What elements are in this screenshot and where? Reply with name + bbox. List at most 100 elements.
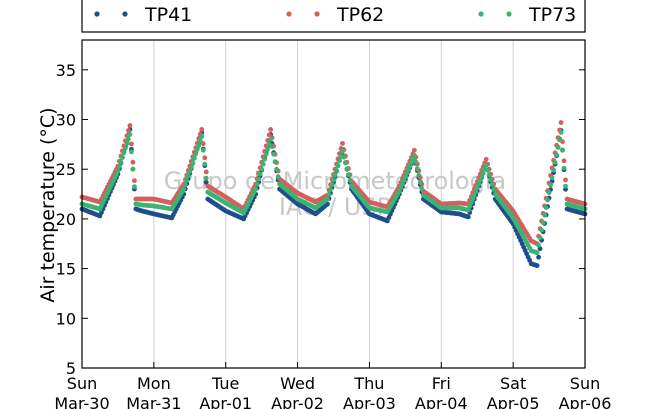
data-point: [554, 152, 559, 158]
data-point: [551, 167, 556, 173]
y-tick-label: 30: [56, 111, 76, 130]
x-tick-label-day: Sun: [67, 374, 97, 393]
data-point: [491, 186, 497, 192]
data-point: [203, 175, 209, 181]
series-layer: [79, 120, 588, 269]
data-point: [465, 214, 471, 220]
data-point: [555, 145, 561, 150]
data-point: [347, 177, 353, 183]
data-point: [132, 184, 137, 190]
data-point: [477, 177, 483, 183]
data-point: [561, 165, 567, 171]
data-point: [127, 123, 133, 128]
x-tick-label-day: Fri: [432, 374, 451, 393]
data-point: [414, 166, 420, 171]
data-point: [557, 137, 562, 143]
data-point: [200, 147, 206, 153]
data-point: [199, 127, 205, 132]
data-point: [271, 151, 277, 157]
data-point: [203, 179, 209, 185]
x-tick-label-date: Mar-30: [54, 394, 109, 409]
data-point: [196, 142, 202, 148]
data-point: [343, 160, 348, 166]
x-tick-label-day: Wed: [280, 374, 315, 393]
y-axis-title: Air temperature (°C): [37, 107, 59, 302]
data-point: [185, 173, 191, 179]
data-point: [549, 175, 555, 180]
data-point: [202, 155, 208, 161]
data-point: [115, 168, 121, 174]
data-point: [130, 166, 136, 172]
data-point: [123, 145, 128, 151]
data-point: [193, 151, 199, 157]
data-point: [474, 185, 480, 191]
data-point: [563, 177, 568, 183]
data-point: [561, 158, 567, 164]
data-point: [411, 147, 417, 153]
data-point: [534, 263, 540, 269]
data-point: [203, 169, 209, 175]
data-point: [467, 203, 473, 209]
data-point: [411, 152, 417, 158]
data-point: [340, 148, 345, 154]
data-point: [344, 166, 350, 172]
data-point: [480, 170, 486, 176]
legend-marker: [286, 11, 292, 17]
data-point: [471, 192, 477, 198]
watermark: Grupo de Micrometeorologia IAG / USP: [164, 167, 506, 221]
data-point: [191, 155, 197, 161]
legend-label: TP41: [144, 4, 192, 26]
data-point: [326, 191, 332, 197]
data-point: [331, 177, 336, 183]
data-point: [560, 147, 565, 153]
data-point: [416, 172, 422, 178]
data-point: [262, 156, 268, 162]
data-point: [488, 177, 494, 183]
data-point: [483, 156, 489, 162]
data-point: [202, 161, 208, 167]
data-point: [563, 183, 568, 189]
data-point: [257, 171, 263, 177]
legend-marker: [506, 11, 512, 17]
data-point: [132, 178, 137, 184]
data-point: [117, 164, 122, 170]
x-tick-label-day: Tue: [211, 374, 239, 393]
legend-marker: [478, 11, 484, 17]
data-point: [118, 159, 124, 165]
data-point: [485, 167, 491, 173]
data-point: [558, 120, 564, 125]
data-point: [126, 136, 131, 142]
data-point: [263, 151, 269, 157]
y-tick-label: 10: [56, 309, 76, 328]
x-tick-label-date: Apr-01: [199, 394, 252, 409]
legend-marker: [314, 11, 320, 17]
series-TP73: [79, 130, 588, 256]
data-point: [130, 159, 136, 165]
legend-marker: [94, 11, 100, 17]
legend-label: TP62: [336, 4, 384, 26]
data-point: [548, 182, 553, 188]
y-axis: 5 10 15 20 25 30 35: [56, 61, 585, 378]
data-point: [268, 136, 274, 142]
data-point: [337, 158, 342, 164]
data-point: [268, 127, 274, 132]
y-tick-label: 25: [56, 160, 76, 179]
data-point: [265, 146, 271, 152]
data-point: [413, 159, 419, 165]
data-point: [200, 141, 206, 147]
data-point: [120, 155, 125, 160]
data-point: [539, 227, 544, 233]
data-point: [465, 207, 471, 213]
data-point: [256, 176, 262, 182]
data-point: [332, 172, 338, 178]
data-point: [542, 212, 547, 218]
data-point: [558, 130, 564, 135]
data-point: [126, 128, 131, 133]
data-point: [129, 149, 134, 155]
legend-label: TP73: [528, 4, 576, 26]
data-point: [190, 160, 196, 166]
data-point: [476, 181, 482, 187]
data-point: [489, 182, 495, 187]
data-point: [419, 186, 425, 191]
data-point: [121, 150, 127, 156]
